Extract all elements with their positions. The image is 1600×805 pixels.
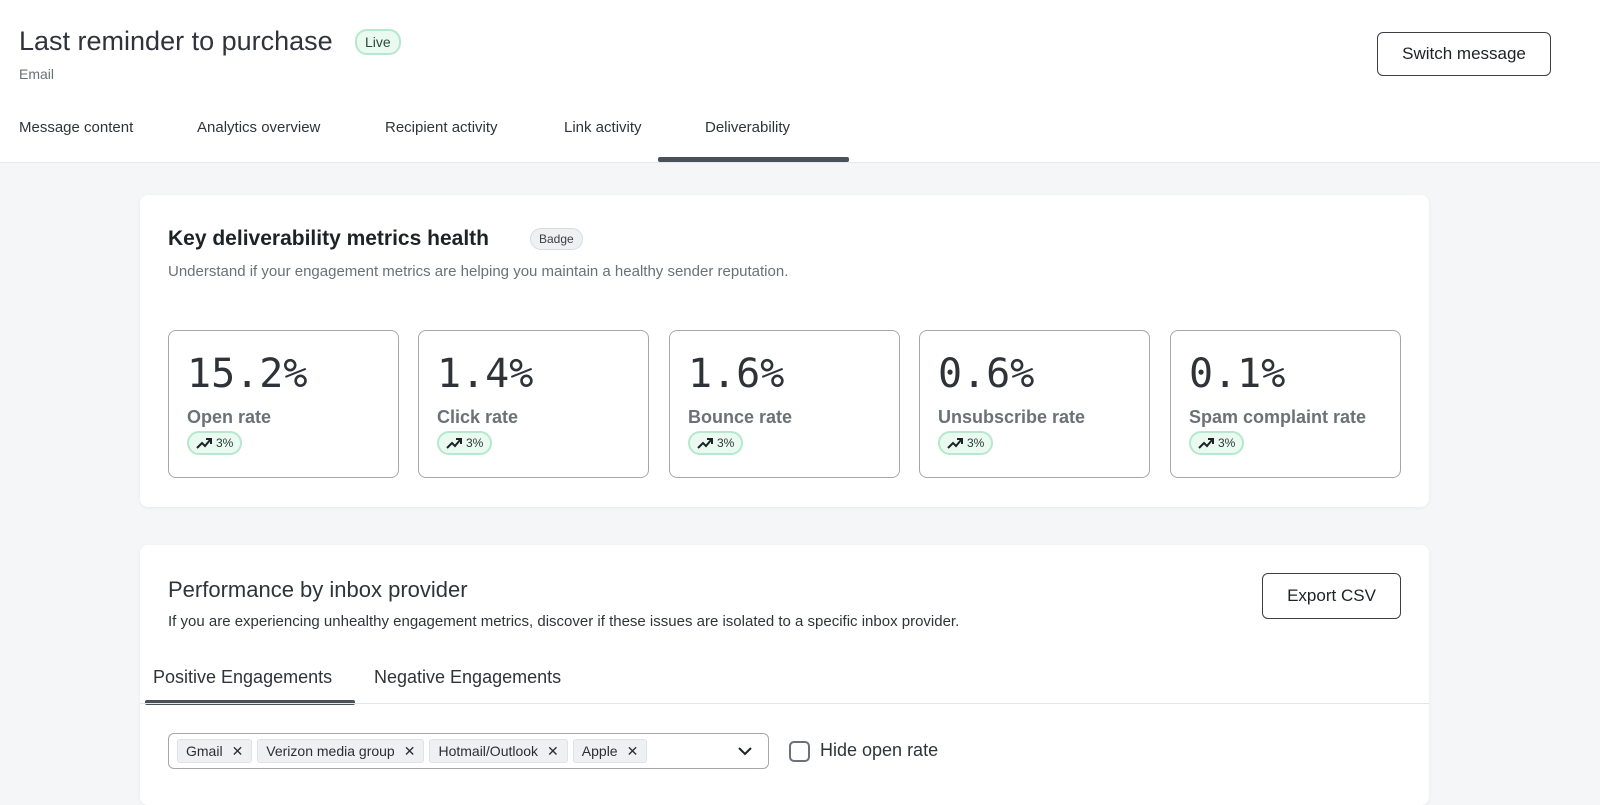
card-description: Understand if your engagement metrics ar…: [168, 263, 789, 280]
trend-badge: 3%: [187, 431, 243, 455]
trend-badge: 3%: [938, 431, 994, 455]
tab-message-content[interactable]: Message content: [19, 119, 134, 136]
channel-label: Email: [19, 66, 55, 82]
trending-up-icon: [947, 438, 963, 449]
metric-label: Spam complaint rate: [1189, 407, 1367, 427]
tab-positive-engagements[interactable]: Positive Engagements: [153, 667, 333, 687]
metric-card: 15.2% Open rate 3%: [168, 330, 399, 478]
card-description: If you are experiencing unhealthy engage…: [168, 613, 960, 630]
trend-value: 3%: [967, 436, 985, 450]
metric-label: Open rate: [187, 407, 272, 427]
remove-chip-icon[interactable]: ✕: [626, 742, 639, 759]
metric-value: 15.2%: [187, 351, 308, 397]
trend-value: 3%: [466, 436, 484, 450]
metric-label: Unsubscribe rate: [938, 407, 1086, 427]
trend-badge: 3%: [688, 431, 744, 455]
trend-badge: 3%: [437, 431, 493, 455]
metric-card: 0.1% Spam complaint rate 3%: [1170, 330, 1401, 478]
metric-card: 1.6% Bounce rate 3%: [669, 330, 900, 478]
tab-negative-engagements[interactable]: Negative Engagements: [374, 667, 562, 687]
page-title: Last reminder to purchase: [19, 26, 333, 56]
metric-value: 1.6%: [688, 351, 785, 397]
metrics-health-card: Key deliverability metrics health Badge …: [140, 195, 1429, 507]
tab-link-activity[interactable]: Link activity: [564, 119, 642, 136]
provider-chip-label: Hotmail/Outlook: [438, 743, 539, 759]
tab-recipient-activity[interactable]: Recipient activity: [385, 119, 498, 136]
metric-label: Click rate: [437, 407, 519, 427]
export-csv-button[interactable]: Export CSV: [1262, 573, 1401, 619]
inbox-provider-card: Performance by inbox provider If you are…: [140, 545, 1429, 805]
provider-multiselect[interactable]: Gmail ✕ Verizon media group ✕ Hotmail/Outloo…: [168, 733, 769, 769]
card-title: Key deliverability metrics health: [168, 227, 489, 250]
trend-value: 3%: [1218, 436, 1236, 450]
metric-value: 0.1%: [1189, 351, 1286, 397]
metric-card: 1.4% Click rate 3%: [418, 330, 649, 478]
chevron-down-icon[interactable]: [736, 742, 754, 760]
provider-chip-label: Gmail: [186, 743, 223, 759]
metric-card: 0.6% Unsubscribe rate 3%: [919, 330, 1150, 478]
remove-chip-icon[interactable]: ✕: [547, 742, 559, 759]
provider-chip: Gmail ✕: [177, 739, 253, 763]
hide-open-rate-checkbox[interactable]: [789, 741, 810, 762]
switch-message-button[interactable]: Switch message: [1377, 32, 1551, 76]
badge: Badge: [530, 228, 583, 250]
hide-open-rate-label[interactable]: Hide open rate: [820, 740, 939, 760]
remove-chip-icon[interactable]: ✕: [231, 742, 244, 759]
page-header: Last reminder to purchase Live Email Swi…: [0, 0, 1600, 163]
metric-label: Bounce rate: [688, 407, 793, 427]
active-tab-indicator: [658, 157, 849, 162]
provider-chip: Hotmail/Outlook ✕: [429, 739, 568, 763]
trending-up-icon: [196, 438, 212, 449]
provider-chip: Verizon media group ✕: [257, 739, 425, 763]
card-title: Performance by inbox provider: [168, 577, 468, 602]
trending-up-icon: [697, 438, 713, 449]
provider-chip-label: Verizon media group: [266, 743, 395, 759]
trend-value: 3%: [717, 436, 735, 450]
provider-chip-label: Apple: [581, 743, 618, 759]
divider: [140, 703, 1429, 704]
metric-value: 1.4%: [437, 351, 534, 397]
metric-value: 0.6%: [938, 351, 1035, 397]
trend-value: 3%: [216, 436, 234, 450]
active-tab-indicator: [145, 700, 355, 705]
provider-chip: Apple ✕: [572, 739, 648, 763]
trending-up-icon: [1198, 438, 1214, 449]
trend-badge: 3%: [1189, 431, 1245, 455]
status-badge: Live: [355, 29, 401, 55]
remove-chip-icon[interactable]: ✕: [403, 742, 416, 759]
tab-analytics-overview[interactable]: Analytics overview: [197, 119, 321, 136]
tab-deliverability[interactable]: Deliverability: [705, 119, 791, 136]
trending-up-icon: [446, 438, 462, 449]
